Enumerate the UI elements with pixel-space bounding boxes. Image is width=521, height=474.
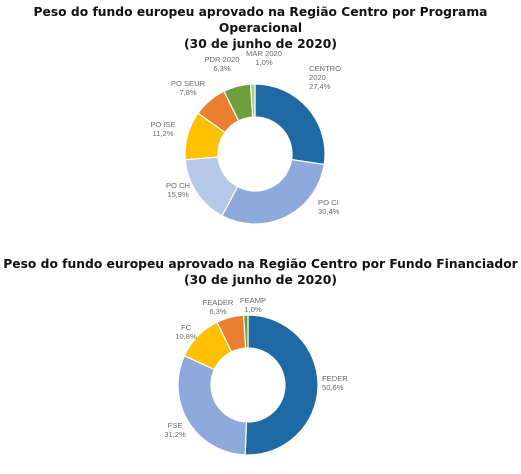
slice-label-fse: FSE 31,2% <box>164 421 186 439</box>
chart-subtitle-date: (30 de junho de 2020) <box>184 273 337 287</box>
slice-label-po-ise: PO ISE 11,2% <box>150 120 175 138</box>
donut-slice-feder <box>244 314 319 456</box>
chart-title-programa-operacional: Peso do fundo europeu aprovado na Região… <box>0 4 521 52</box>
slice-label-feder: FEDER 50,6% <box>322 374 348 392</box>
slice-label-centro-2020: CENTRO 2020 27,4% <box>309 64 341 91</box>
donut-slice-feamp <box>242 314 249 349</box>
slice-label-pdr-2020: PDR 2020 6,3% <box>204 55 239 73</box>
donut-slice-fse <box>177 354 248 456</box>
slice-label-fc: FC 10,8% <box>175 323 197 341</box>
slice-label-po-ci: PO CI 30,4% <box>318 198 340 216</box>
chart-title-fundo-financiador: Peso do fundo europeu aprovado na Região… <box>0 256 521 288</box>
slice-label-mar-2020: MAR 2020 1,0% <box>246 49 282 67</box>
slice-label-feamp: FEAMP 1,0% <box>240 296 266 314</box>
slice-label-feader: FEADER 6,3% <box>203 298 234 316</box>
donut-slice-po-ci <box>221 158 325 225</box>
chart-title-line: Peso do fundo europeu aprovado na Região… <box>33 5 488 35</box>
slice-label-po-seur: PO SEUR 7,8% <box>171 79 206 97</box>
slice-label-po-ch: PO CH 15,9% <box>166 181 190 199</box>
donut-slice-centro-2020 <box>254 83 326 166</box>
chart-subtitle-date: (30 de junho de 2020) <box>184 37 337 51</box>
chart-title-line: Peso do fundo europeu aprovado na Região… <box>3 257 518 271</box>
donut-slice-mar-2020 <box>249 83 256 118</box>
